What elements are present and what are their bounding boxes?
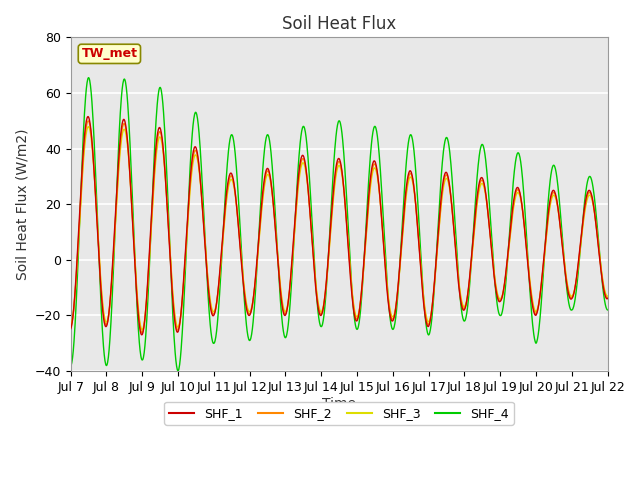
Y-axis label: Soil Heat Flux (W/m2): Soil Heat Flux (W/m2) — [15, 129, 29, 280]
SHF_3 — [493, 289, 501, 295]
SHF_3 — [604, 293, 611, 299]
SHF_2 — [247, 309, 255, 314]
Line: SHF_1: SHF_1 — [70, 117, 607, 335]
SHF_4 — [173, 367, 181, 373]
SHF_3 — [187, 179, 195, 185]
SHF_4 — [493, 301, 501, 307]
SHF_2 — [541, 250, 548, 255]
SHF_4 — [67, 363, 74, 369]
SHF_1 — [187, 169, 195, 175]
SHF_3 — [541, 251, 548, 257]
SHF_4 — [423, 328, 431, 334]
SHF_4 — [604, 307, 611, 313]
SHF_3 — [247, 307, 255, 312]
SHF_4 — [541, 251, 548, 257]
SHF_1 — [493, 294, 501, 300]
SHF_4 — [247, 335, 255, 341]
SHF_3 — [84, 124, 92, 130]
SHF_1 — [541, 247, 548, 252]
SHF_3 — [138, 327, 146, 333]
Line: SHF_2: SHF_2 — [70, 121, 607, 333]
SHF_4 — [84, 75, 92, 81]
SHF_2 — [187, 174, 195, 180]
SHF_2 — [138, 330, 146, 336]
SHF_2 — [604, 295, 611, 300]
Legend: SHF_1, SHF_2, SHF_3, SHF_4: SHF_1, SHF_2, SHF_3, SHF_4 — [164, 402, 514, 425]
Title: Soil Heat Flux: Soil Heat Flux — [282, 15, 396, 33]
SHF_1 — [138, 332, 146, 338]
Line: SHF_3: SHF_3 — [70, 127, 607, 330]
SHF_2 — [67, 324, 74, 330]
SHF_3 — [174, 324, 182, 330]
SHF_2 — [493, 291, 501, 297]
SHF_2 — [423, 320, 431, 325]
SHF_2 — [174, 327, 182, 333]
SHF_2 — [84, 118, 92, 124]
SHF_4 — [174, 368, 182, 374]
SHF_4 — [187, 152, 195, 158]
SHF_1 — [247, 310, 255, 315]
X-axis label: Time: Time — [322, 396, 356, 410]
SHF_3 — [67, 322, 74, 327]
Line: SHF_4: SHF_4 — [70, 78, 607, 371]
SHF_3 — [423, 317, 431, 323]
SHF_1 — [67, 326, 74, 332]
SHF_1 — [423, 322, 431, 328]
Text: TW_met: TW_met — [81, 48, 138, 60]
SHF_1 — [174, 329, 182, 335]
SHF_1 — [604, 296, 611, 301]
SHF_1 — [84, 114, 92, 120]
